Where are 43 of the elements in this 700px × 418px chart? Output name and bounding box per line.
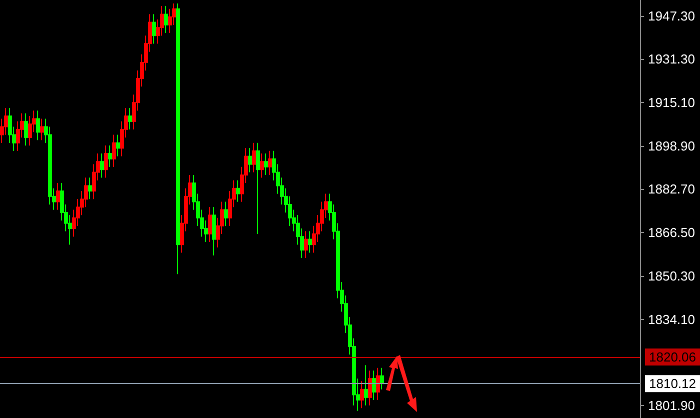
candlestick <box>40 118 44 141</box>
candlestick <box>224 201 228 226</box>
candlestick <box>24 112 28 146</box>
candlestick <box>56 182 60 210</box>
y-tick-label: 1947.30 <box>648 8 695 24</box>
ref-line-label: 1820.06 <box>649 350 696 365</box>
y-tick-label: 1850.30 <box>648 268 695 284</box>
candlestick <box>252 142 256 173</box>
candlestick <box>308 230 312 254</box>
candlestick <box>164 6 168 34</box>
candlestick <box>376 367 380 401</box>
y-tick-label: 1898.90 <box>648 138 695 154</box>
candlestick <box>208 206 212 242</box>
y-tick-label: 1882.70 <box>648 182 695 197</box>
candlestick <box>116 134 120 157</box>
candlestick <box>88 177 92 200</box>
candlestick <box>368 370 372 406</box>
y-tick-label: 1915.10 <box>648 94 695 110</box>
candlestick <box>152 14 156 44</box>
y-tick-label: 1931.30 <box>648 51 695 66</box>
candlestick <box>176 2 180 275</box>
candlestick <box>100 153 104 178</box>
candlestick <box>256 142 260 234</box>
candlestick <box>248 148 252 173</box>
candlestick <box>212 206 216 256</box>
candlestick <box>380 367 384 390</box>
candlestick <box>360 380 364 409</box>
candlestick <box>264 153 268 176</box>
y-tick-label: 1866.50 <box>648 225 695 240</box>
candlestick <box>104 144 108 178</box>
candlestick <box>372 370 376 401</box>
candlestick <box>268 150 272 176</box>
y-tick-label: 1834.10 <box>648 312 695 327</box>
candlestick <box>236 180 240 202</box>
candlestick <box>112 134 116 168</box>
candlestick <box>36 110 40 141</box>
candlestick <box>128 107 132 130</box>
candlestick <box>108 144 112 168</box>
y-tick-label: 1801.90 <box>648 398 695 414</box>
candlestick <box>304 230 308 259</box>
candlestick <box>260 153 264 178</box>
ref-line-label: 1810.12 <box>649 376 696 392</box>
candlestick <box>364 364 368 406</box>
